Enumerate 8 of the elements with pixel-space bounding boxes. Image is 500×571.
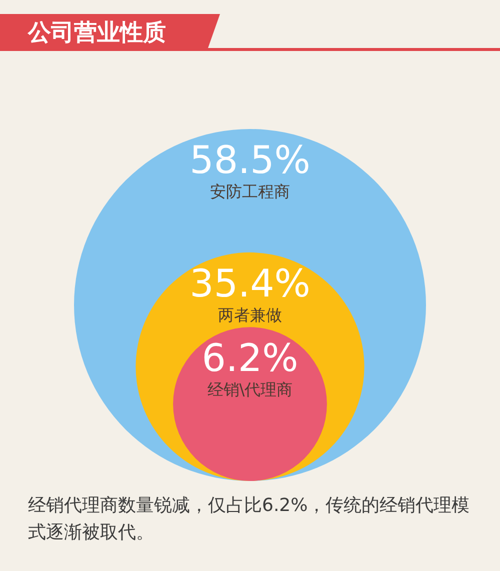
data-label: 6.2% (202, 336, 298, 380)
category-label: 经销\代理商 (207, 380, 293, 400)
category-label: 两者兼做 (218, 305, 282, 324)
category-label: 安防工程商 (210, 182, 290, 201)
data-label: 58.5% (190, 138, 310, 182)
annotation: 经销代理商数量锐减，仅占比6.2%，传统的经销代理模式逐渐被取代。 (28, 494, 471, 545)
data-label: 35.4% (190, 261, 310, 306)
title: 公司营业性质 (0, 14, 500, 51)
